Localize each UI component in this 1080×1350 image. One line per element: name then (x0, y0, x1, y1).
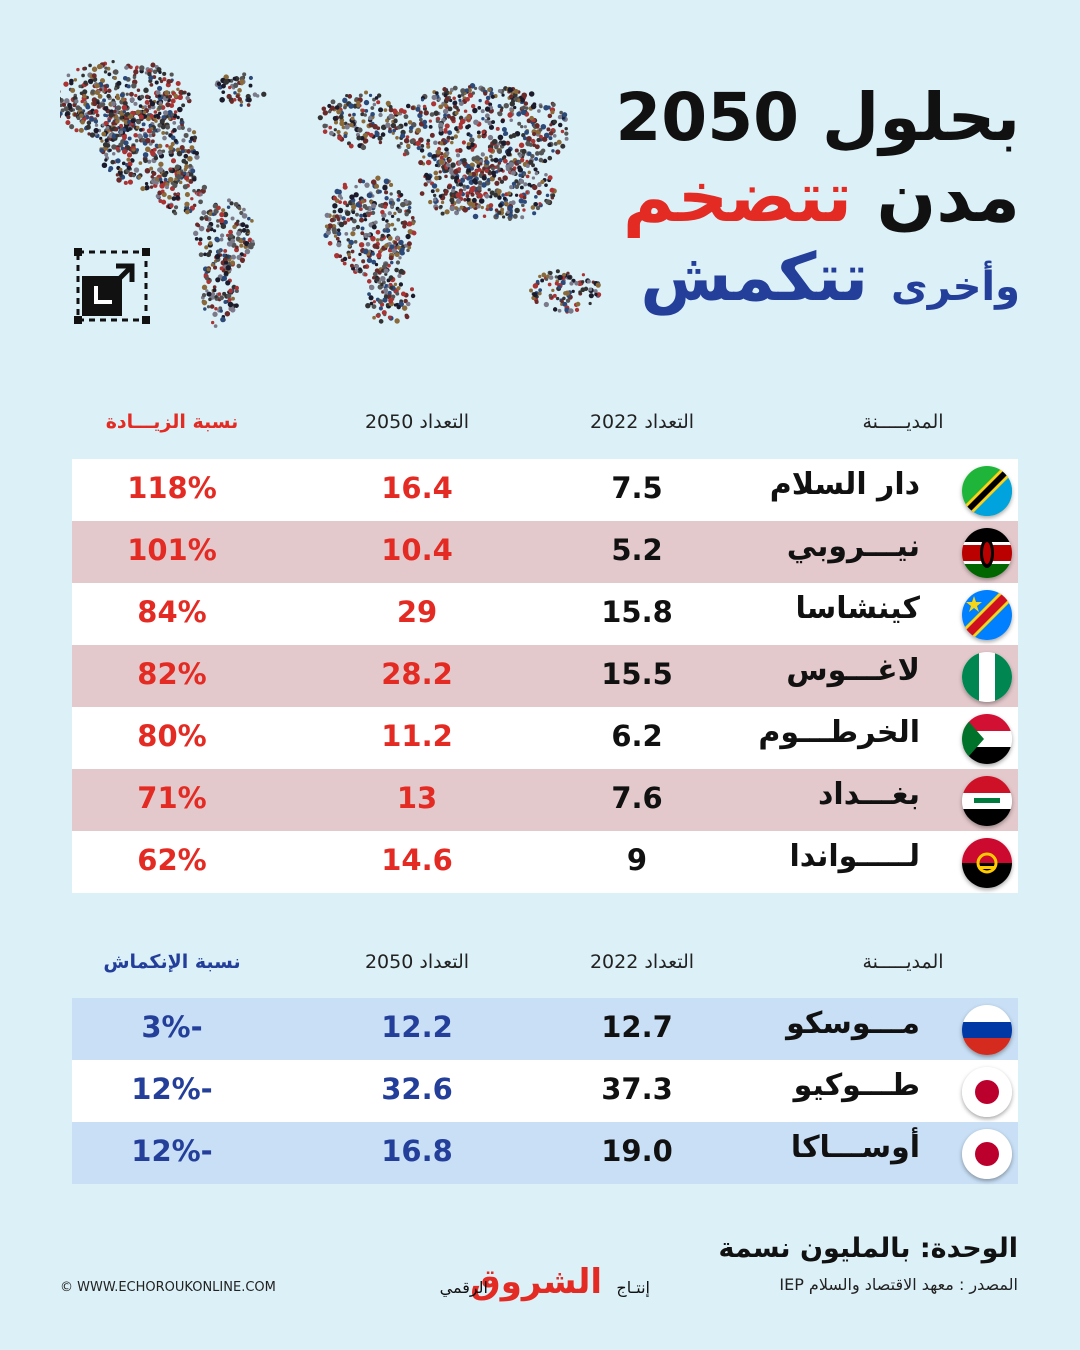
pop-2022-value: 5.2 (611, 533, 663, 567)
brand-credit: إنتـاج الشروق الرقمي (430, 1262, 660, 1306)
change-value: 62% (137, 843, 207, 877)
brand-pre: إنتـاج (616, 1278, 650, 1297)
japan-flag-icon (962, 1067, 1012, 1117)
change-value: 71% (137, 781, 207, 815)
table-row: طـــوكيو 37.3 32.6 12%- (72, 1060, 1018, 1122)
drc-flag-icon (962, 590, 1012, 640)
pop-2050-value: 32.6 (381, 1072, 453, 1106)
city-name: دار السلام (769, 467, 920, 502)
table-row: نيـــروبي 5.2 10.4 101% (72, 521, 1018, 583)
title-block: بحلول 2050 مدن تتضخم وأخرى تتكمش (600, 80, 1020, 327)
change-value: 118% (127, 471, 217, 505)
iraq-flag-icon (962, 776, 1012, 826)
source-note: المصدر : معهد الاقتصاد والسلام IEP (779, 1275, 1018, 1294)
header-pop-2050: التعداد 2050 (364, 951, 470, 973)
pop-2022-value: 9 (626, 843, 648, 877)
change-value: 80% (137, 719, 207, 753)
pop-2050-value: 11.2 (381, 719, 453, 753)
title-line3: وأخرى تتكمش (600, 238, 1020, 327)
table-row: بغـــداد 7.6 13 71% (72, 769, 1018, 831)
city-name: نيـــروبي (786, 529, 920, 564)
title-line1: بحلول 2050 (615, 79, 1020, 156)
resize-arrow-icon (74, 248, 150, 324)
growth-table: المديـــــنة التعداد 2022 التعداد 2050 ن… (72, 408, 1018, 893)
pop-2050-value: 10.4 (381, 533, 453, 567)
city-name: أوســـاكا (790, 1130, 920, 1165)
growth-table-header: المديـــــنة التعداد 2022 التعداد 2050 ن… (72, 411, 1018, 447)
pop-2050-value: 29 (396, 595, 438, 629)
change-value: 12%- (131, 1134, 213, 1168)
city-name: لـــــواندا (789, 839, 920, 874)
change-value: 84% (137, 595, 207, 629)
table-row: كينشاسا 15.8 29 84% (72, 583, 1018, 645)
header-city: المديـــــنة (862, 411, 944, 433)
japan-flag-icon (962, 1129, 1012, 1179)
pop-2022-value: 7.5 (611, 471, 663, 505)
header-pop-2050: التعداد 2050 (364, 411, 470, 433)
table-row: أوســـاكا 19.0 16.8 12%- (72, 1122, 1018, 1184)
kenya-flag-icon (962, 528, 1012, 578)
title-line2-word1: مدن (876, 156, 1020, 238)
pop-2022-value: 15.8 (601, 595, 673, 629)
shrink-table: المديـــــنة التعداد 2022 التعداد 2050 ن… (72, 948, 1018, 1188)
pop-2050-value: 16.4 (381, 471, 453, 505)
pop-2050-value: 28.2 (381, 657, 453, 691)
pop-2022-value: 7.6 (611, 781, 663, 815)
sudan-flag-icon (962, 714, 1012, 764)
pop-2050-value: 16.8 (381, 1134, 453, 1168)
nigeria-flag-icon (962, 652, 1012, 702)
title-line2: مدن تتضخم (600, 156, 1020, 238)
change-value: 12%- (131, 1072, 213, 1106)
tanzania-flag-icon (962, 466, 1012, 516)
angola-flag-icon (962, 838, 1012, 888)
header-pop-2022: التعداد 2022 (589, 951, 695, 973)
world-map-crowd-icon (60, 59, 602, 328)
pop-2022-value: 6.2 (611, 719, 663, 753)
pop-2022-value: 12.7 (601, 1010, 673, 1044)
table-row: الخرطـــوم 6.2 11.2 80% (72, 707, 1018, 769)
table-row: لاغـــوس 15.5 28.2 82% (72, 645, 1018, 707)
header-pop-2022: التعداد 2022 (589, 411, 695, 433)
city-name: كينشاسا (795, 591, 921, 626)
shrink-table-header: المديـــــنة التعداد 2022 التعداد 2050 ن… (72, 951, 1018, 987)
city-name: الخرطـــوم (758, 715, 920, 750)
change-value: 101% (127, 533, 217, 567)
header-city: المديـــــنة (862, 951, 944, 973)
title-line3-word2: تتكمش (640, 239, 869, 316)
title-line2-word2: تتضخم (622, 156, 853, 238)
pop-2050-value: 12.2 (381, 1010, 453, 1044)
city-name: طـــوكيو (793, 1068, 920, 1103)
pop-2050-value: 13 (396, 781, 438, 815)
pop-2022-value: 15.5 (601, 657, 673, 691)
city-name: بغـــداد (818, 777, 920, 812)
pop-2022-value: 37.3 (601, 1072, 673, 1106)
change-value: 3%- (141, 1010, 203, 1044)
city-name: مـــوسكو (786, 1006, 920, 1041)
header-increase: نسبة الزيـــادة (105, 411, 239, 433)
title-line3-word1: وأخرى (891, 264, 1020, 310)
city-name: لاغـــوس (786, 653, 920, 688)
website-link[interactable]: © WWW.ECHOROUKONLINE.COM (60, 1280, 276, 1295)
brand-post: الرقمي (439, 1278, 488, 1297)
table-row: لـــــواندا 9 14.6 62% (72, 831, 1018, 893)
pop-2050-value: 14.6 (381, 843, 453, 877)
pop-2022-value: 19.0 (601, 1134, 673, 1168)
change-value: 82% (137, 657, 207, 691)
header-shrink: نسبة الإنكماش (103, 951, 241, 973)
brand-logo: الشروق (470, 1262, 602, 1302)
russia-flag-icon (962, 1005, 1012, 1055)
table-row: دار السلام 7.5 16.4 118% (72, 459, 1018, 521)
unit-note: الوحدة: بالمليون نسمة (718, 1233, 1018, 1264)
table-row: مـــوسكو 12.7 12.2 3%- (72, 998, 1018, 1060)
